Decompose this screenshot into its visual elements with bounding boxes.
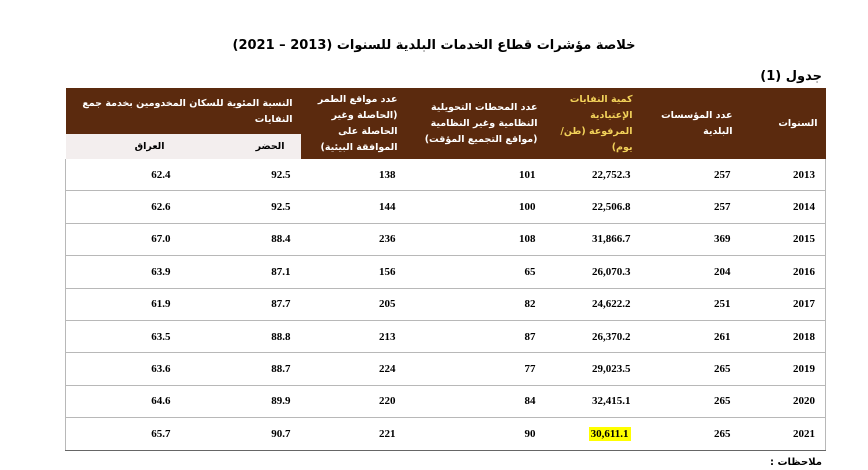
table-cell: 26,370.2: [545, 320, 641, 354]
table-cell: 261: [640, 320, 741, 354]
table-cell: 369: [640, 223, 741, 257]
table-cell: 220: [300, 385, 406, 419]
table-cell: 65.7: [64, 417, 181, 451]
table-label: جدول (1): [760, 69, 822, 84]
table-cell: 88.4: [180, 223, 301, 257]
table-cell: 2014: [740, 190, 827, 224]
table-body: 2013 257 22,752.3 101 138 92.5 62.4 2014 257 22,5…: [64, 159, 827, 451]
column-header: النسبة المئوية للسكان المخدومين بخدمة جم…: [65, 88, 301, 134]
table-cell: 2015: [740, 223, 827, 257]
table-cell: 62.4: [64, 159, 181, 192]
table-cell: 2021: [740, 417, 827, 451]
table-cell: 90.7: [180, 417, 301, 451]
table-cell: 30,611.1: [545, 417, 641, 451]
table-cell: 2016: [740, 255, 827, 289]
table-cell: 67.0: [64, 223, 181, 257]
table-cell: 65: [405, 255, 546, 289]
table-cell: 265: [640, 417, 741, 451]
table-row: 2017 251 24,622.2 82 205 87.7 61.9: [64, 288, 827, 321]
table-cell: 108: [405, 223, 546, 257]
table-cell: 265: [640, 352, 741, 386]
table-cell: 63.9: [64, 255, 181, 289]
data-table: السنوات عدد المؤسسات البلدية كمية النفاي…: [64, 88, 827, 451]
table-cell: 2018: [740, 320, 827, 354]
table-cell: 2019: [740, 352, 827, 386]
table-cell: 251: [640, 288, 741, 321]
table-cell: 265: [640, 385, 741, 419]
table-cell: 2020: [740, 385, 827, 419]
column-header: السنوات: [740, 88, 826, 159]
table-row: 2014 257 22,506.8 100 144 92.5 62.6: [64, 190, 827, 224]
table-cell: 257: [640, 159, 741, 192]
table-cell: 221: [300, 417, 406, 451]
table-cell: 213: [300, 320, 406, 354]
table-cell: 87: [405, 320, 546, 354]
table-cell: 2013: [740, 159, 827, 192]
subcolumn-header: العراق: [65, 134, 181, 159]
table-cell: 84: [405, 385, 546, 419]
table-cell: 224: [300, 352, 406, 386]
table-cell: 204: [640, 255, 741, 289]
table-cell: 31,866.7: [545, 223, 641, 257]
table-cell: 205: [300, 288, 406, 321]
table-cell: 63.5: [64, 320, 181, 354]
table-row: 2013 257 22,752.3 101 138 92.5 62.4: [64, 159, 827, 192]
notes: ملاحظات :: [769, 457, 822, 468]
highlighted-value: 30,611.1: [588, 426, 631, 441]
table-cell: 88.7: [180, 352, 301, 386]
table-cell: 92.5: [180, 190, 301, 224]
table-cell: 22,752.3: [545, 159, 641, 192]
table-cell: 101: [405, 159, 546, 192]
table-cell: 2017: [740, 288, 827, 321]
table-row: 2018 261 26,370.2 87 213 88.8 63.5: [64, 320, 827, 354]
table-cell: 26,070.3: [545, 255, 641, 289]
table-row: 2015 369 31,866.7 108 236 88.4 67.0: [64, 223, 827, 257]
table-cell: 24,622.2: [545, 288, 641, 321]
column-header: عدد مواقع الطمر (الحاصلة وغير الحاصلة عل…: [300, 88, 406, 159]
table-cell: 29,023.5: [545, 352, 641, 386]
table-cell: 82: [405, 288, 546, 321]
table-cell: 236: [300, 223, 406, 257]
table-row: 2016 204 26,070.3 65 156 87.1 63.9: [64, 255, 827, 289]
table-cell: 77: [405, 352, 546, 386]
table-row: 2020 265 32,415.1 84 220 89.9 64.6: [64, 385, 827, 419]
table-cell: 257: [640, 190, 741, 224]
title: خلاصة مؤشرات قطاع الخدمات البلدية للسنوا…: [232, 38, 636, 53]
table-cell: 89.9: [180, 385, 301, 419]
table-cell: 32,415.1: [545, 385, 641, 419]
table-cell: 144: [300, 190, 406, 224]
table-row: 2021 265 30,611.1 90 221 90.7 65.7: [64, 417, 827, 451]
column-header: عدد المؤسسات البلدية: [640, 88, 741, 159]
table-cell: 100: [405, 190, 546, 224]
table-cell: 156: [300, 255, 406, 289]
column-header: كمية النفايات الإعتيادية المرفوعة (طن/ ي…: [545, 88, 641, 159]
table-cell: 62.6: [64, 190, 181, 224]
table-cell: 88.8: [180, 320, 301, 354]
table-cell: 63.6: [64, 352, 181, 386]
column-header: عدد المحطات التحويلية النظامية وغير النظ…: [405, 88, 546, 159]
table-cell: 64.6: [64, 385, 181, 419]
table-cell: 138: [300, 159, 406, 192]
table-cell: 61.9: [64, 288, 181, 321]
subcolumn-header: الحضر: [180, 134, 301, 159]
table-row: 2019 265 29,023.5 77 224 88.7 63.6: [64, 352, 827, 386]
table-cell: 87.1: [180, 255, 301, 289]
table-cell: 22,506.8: [545, 190, 641, 224]
table-cell: 90: [405, 417, 546, 451]
table-cell: 87.7: [180, 288, 301, 321]
table-cell: 92.5: [180, 159, 301, 192]
